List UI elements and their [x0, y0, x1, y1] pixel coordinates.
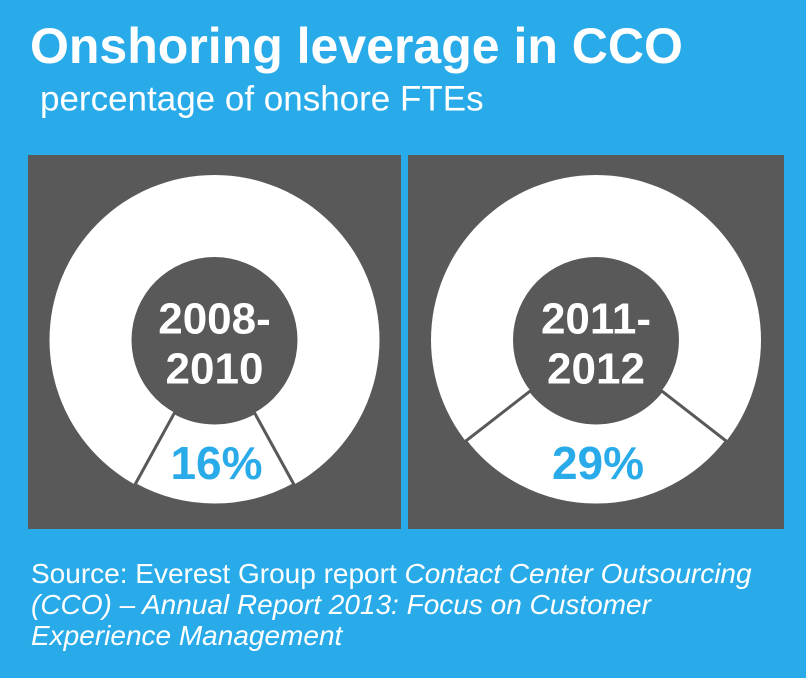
- report-title: Contact Center Outsourcing (CCO) – Annua…: [31, 558, 752, 651]
- source: Source: Everest Group report Contact Cen…: [31, 558, 791, 651]
- source-prefix: Source: Everest Group report: [31, 558, 405, 589]
- center-label: 2011-: [541, 295, 651, 344]
- center-label: 2008-: [158, 295, 271, 344]
- value-label: 16%: [170, 437, 262, 489]
- donut-hole: [131, 257, 298, 423]
- subtitle: percentage of onshore FTEs: [40, 79, 484, 118]
- center-label: 2010: [166, 345, 264, 394]
- value-label: 29%: [552, 437, 644, 489]
- center-label: 2012: [547, 345, 645, 394]
- donut-hole: [513, 257, 679, 423]
- title: Onshoring leverage in CCO: [30, 18, 683, 74]
